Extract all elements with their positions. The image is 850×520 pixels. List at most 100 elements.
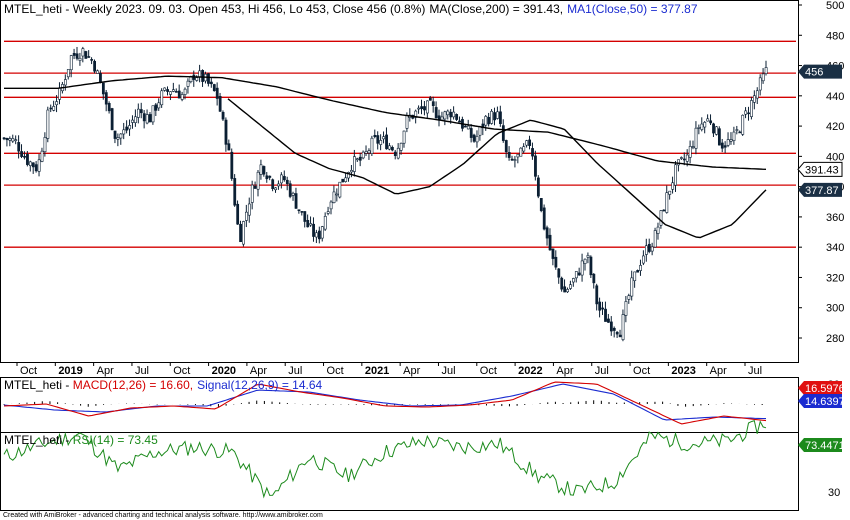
candle-body bbox=[218, 95, 222, 112]
candle-body bbox=[93, 60, 97, 72]
candle-body bbox=[551, 248, 555, 259]
candle-body bbox=[160, 90, 164, 106]
candle-body bbox=[513, 159, 517, 161]
candle-body bbox=[572, 278, 575, 283]
candle-body bbox=[242, 221, 245, 245]
candle-body bbox=[69, 55, 73, 71]
signal-tag: 14.6397 bbox=[798, 394, 845, 408]
candle-body bbox=[198, 70, 202, 78]
rsi-panel bbox=[0, 432, 799, 511]
macd-tag: 16.5976 bbox=[798, 381, 845, 395]
candle-body bbox=[423, 106, 426, 111]
candle-body bbox=[428, 97, 432, 101]
candle-body bbox=[364, 151, 368, 154]
candle-body bbox=[542, 207, 546, 230]
candle-body bbox=[729, 139, 733, 142]
candle-body bbox=[11, 138, 15, 142]
candle-body bbox=[195, 77, 199, 81]
candle-body bbox=[131, 119, 134, 123]
candle-body bbox=[656, 226, 660, 234]
candle-body bbox=[58, 87, 61, 100]
candle-body bbox=[452, 111, 456, 118]
candle-body bbox=[312, 223, 315, 237]
candle-body bbox=[490, 110, 494, 124]
candle-body bbox=[52, 106, 56, 111]
candle-body bbox=[285, 179, 289, 184]
candle-body bbox=[245, 211, 248, 221]
candle-body bbox=[274, 187, 278, 191]
candle-body bbox=[680, 157, 683, 159]
candle-body bbox=[761, 73, 765, 82]
rsi-y-axis: 30 bbox=[828, 487, 840, 499]
candle-body bbox=[747, 112, 750, 115]
candle-body bbox=[443, 111, 447, 120]
candle-body bbox=[682, 158, 686, 161]
candle-body bbox=[420, 106, 423, 110]
candle-body bbox=[367, 150, 371, 154]
candle-body bbox=[472, 134, 476, 142]
close-tag-text: 456 bbox=[805, 67, 823, 79]
candle-body bbox=[720, 142, 724, 149]
x-tick-label: Apr bbox=[710, 365, 727, 377]
candle-body bbox=[247, 203, 251, 216]
candle-body bbox=[595, 285, 599, 305]
candle-body bbox=[703, 122, 707, 128]
candle-body bbox=[639, 265, 642, 271]
candle-body bbox=[726, 139, 730, 146]
resistance-support-lines bbox=[4, 40, 796, 248]
candle-body bbox=[609, 321, 613, 332]
y-tick-label: 340 bbox=[826, 242, 844, 254]
candle-body bbox=[361, 151, 365, 159]
candle-body bbox=[668, 190, 672, 195]
candle-body bbox=[309, 223, 313, 226]
candle-body bbox=[14, 139, 18, 141]
candle-body bbox=[17, 142, 21, 152]
candle-body bbox=[236, 203, 240, 225]
y-tick-label: 500 bbox=[826, 0, 844, 12]
price-y-axis: 280300320340360380400420440460480500 bbox=[798, 0, 844, 345]
candle-body bbox=[735, 129, 739, 131]
candle-body bbox=[627, 295, 631, 300]
candle-body bbox=[458, 120, 461, 123]
x-tick-label: 2021 bbox=[365, 365, 389, 377]
candle-body bbox=[288, 183, 292, 197]
candle-body bbox=[215, 87, 219, 99]
candle-body bbox=[744, 110, 748, 115]
candle-body bbox=[557, 268, 561, 278]
candle-body bbox=[618, 334, 622, 338]
candle-body bbox=[72, 53, 76, 56]
candle-body bbox=[554, 256, 558, 268]
candle-body bbox=[621, 314, 625, 340]
ma200-label: MA(Close,200) = 391.43, bbox=[429, 2, 563, 16]
candle-body bbox=[376, 135, 380, 144]
candle-body bbox=[390, 146, 394, 151]
candle-body bbox=[139, 109, 143, 114]
candle-body bbox=[37, 159, 41, 172]
candle-body bbox=[516, 153, 520, 158]
candle-body bbox=[434, 107, 438, 119]
candle-body bbox=[449, 111, 453, 118]
candle-body bbox=[396, 147, 400, 159]
candle-body bbox=[463, 125, 467, 128]
candle-body bbox=[142, 113, 146, 122]
x-tick-label: Apr bbox=[556, 365, 573, 377]
candle-body bbox=[539, 198, 543, 211]
candle-body bbox=[440, 116, 444, 121]
price-panel bbox=[0, 0, 799, 363]
x-tick-label: 2023 bbox=[671, 365, 695, 377]
candle-body bbox=[233, 178, 237, 206]
signal-tag-text: 14.6397 bbox=[805, 396, 845, 408]
candle-body bbox=[677, 159, 680, 166]
candle-body bbox=[601, 307, 605, 310]
candle-body bbox=[583, 258, 587, 264]
candle-body bbox=[110, 108, 114, 131]
candle-body bbox=[536, 177, 540, 197]
candle-body bbox=[329, 201, 333, 210]
candle-body bbox=[700, 123, 704, 130]
candle-body bbox=[525, 140, 529, 146]
candle-body bbox=[5, 137, 9, 141]
candle-body bbox=[665, 192, 669, 213]
candle-body bbox=[758, 77, 762, 91]
candle-body bbox=[659, 210, 663, 226]
candle-body bbox=[560, 277, 564, 290]
